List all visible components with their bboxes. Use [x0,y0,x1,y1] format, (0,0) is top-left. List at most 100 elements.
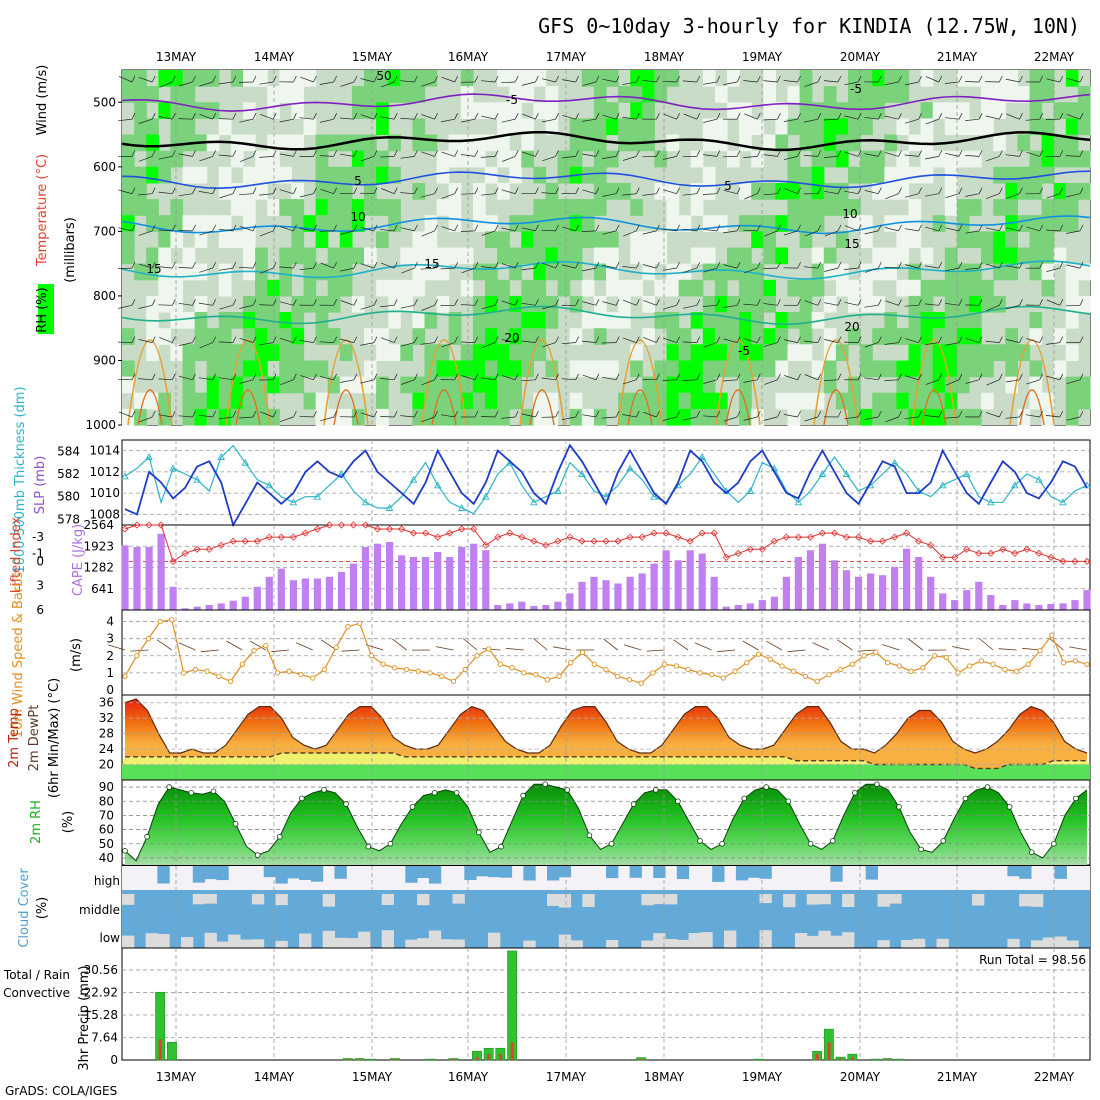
date-label-top: 15MAY [352,50,393,64]
rh-cell [630,102,643,119]
rh-cell [243,134,256,152]
rh-cell [533,279,547,297]
wind-barb-flag [696,336,701,343]
rh-cell [485,312,498,329]
wind10-point [310,675,316,681]
wind-barb-flag [978,299,983,306]
rh-cell [763,344,776,361]
wind-barb-flag [998,336,1003,343]
wind-barb-flag [192,261,196,269]
rh-cell [412,263,426,281]
cape-bar [542,605,550,610]
ylabel-cloud: Cloud Cover [17,868,32,948]
cloud-high-cell [653,866,666,878]
wind-barb [662,228,677,232]
rh-cell [182,166,196,184]
wind-barb-flag [1059,187,1064,194]
rh-cell [460,279,474,297]
rh-cell [993,231,1006,249]
wind-barb [884,379,899,381]
wind-barb [683,304,697,309]
rh-cell [569,118,583,136]
wind-barb-flag [434,261,438,269]
wind-barb [420,193,435,198]
wind-barb [1005,304,1020,310]
wind-barb [1006,193,1020,199]
rh-cell [243,376,256,394]
rh-cell [787,215,801,232]
wind-barb [784,375,798,381]
rh-cell [896,70,910,87]
rh-cell [134,86,147,103]
rh-cell [291,215,305,232]
rh-cell [981,102,994,119]
wind-barb [481,416,496,418]
wind-barb-flag [756,113,761,120]
precip-total-bar [870,1058,881,1061]
rh-cell [291,360,305,378]
rh-cell [497,150,510,168]
rh-cell [811,118,825,136]
cloud-low-cell [275,940,288,948]
wind-barb [1005,379,1020,383]
cloud-mid-cell [558,894,572,908]
wind-barb-flag [252,75,257,83]
rh-cell [509,70,522,87]
wind-barb-flag [293,261,297,269]
wind-barb [380,229,395,232]
rh-cell [823,344,837,361]
rh-cell [956,199,970,216]
ylabel-millibars: (millibars) [63,217,78,283]
cape-bar [590,576,598,610]
rh-cell [702,344,716,361]
rh-cell [448,328,462,345]
rh-cell [944,328,958,345]
rh-cell [872,150,885,168]
wind-barb-flag [1059,336,1064,343]
lifted-point [710,529,718,537]
wind-barb [824,190,839,195]
cloud-high-cell [759,866,772,879]
wind10-point [227,678,234,685]
date-label-bottom: 14MAY [254,1070,295,1084]
thickness-point [818,470,827,477]
wind-barb [702,304,717,307]
wind-barb [924,193,939,197]
wind-barb-flag [232,113,237,120]
wind10-point [556,673,562,679]
wind-barb-flag [797,150,801,157]
lifted-point [734,549,742,557]
surface-barb [321,639,337,651]
wind-barb-flag [151,299,156,306]
wind-barb [924,156,939,160]
cloud-high-cell [405,866,418,883]
rh-cell [860,150,873,168]
rh-cell [944,183,958,200]
thickness-point [217,453,225,460]
rh-cell [581,199,595,216]
wind-barb [340,300,355,306]
rh-cell [303,247,317,265]
rh-cell [618,86,631,103]
rh-cell [678,279,692,297]
wind-barb [743,267,758,274]
wind-barb-flag [615,299,620,306]
wind-barb-flag [958,336,963,343]
rh-cell [787,150,801,168]
rh-cell [533,231,547,249]
rh-cell [267,86,280,103]
rh-cell [1065,199,1079,216]
lifted-point [866,537,875,545]
rh-cell [170,102,184,119]
lifted-point [398,525,406,533]
wind-barb-flag [434,299,438,306]
ylabel-wind10-unit: (m/s) [69,638,84,672]
wind-barb [602,156,617,159]
wind-barb-flag [797,261,801,269]
wind10-point [1049,632,1055,638]
rh-cell [618,118,631,136]
wind-barb-flag [615,373,620,380]
wind-barb [401,379,415,385]
wind-barb [159,81,173,88]
rh-cell [509,344,522,361]
